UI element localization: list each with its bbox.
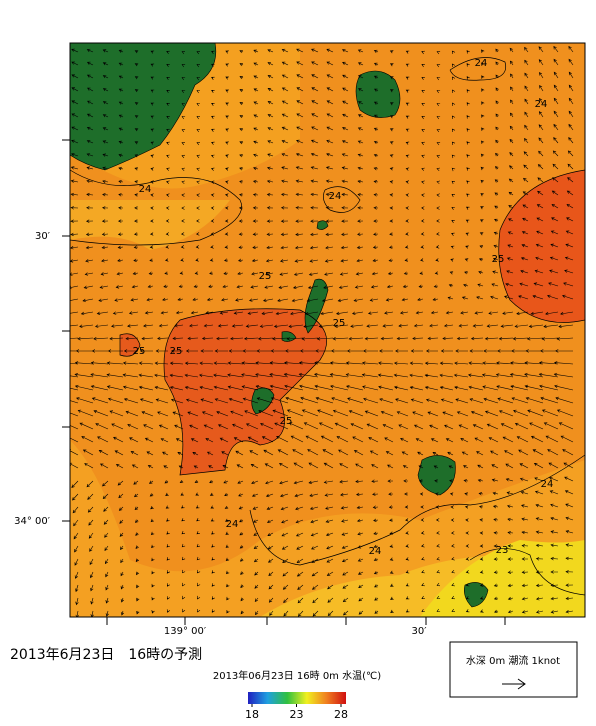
contour-line — [249, 454, 585, 566]
map — [70, 43, 585, 617]
colorbar-tick-label: 23 — [290, 708, 304, 721]
contour-line — [119, 333, 141, 357]
contours — [70, 57, 585, 596]
legend-box — [449, 641, 578, 698]
contour-label: 24 — [139, 184, 152, 195]
contour-label: 25 — [492, 254, 505, 265]
colorbar — [248, 692, 346, 704]
contour-line — [469, 548, 585, 596]
contour-label: 24 — [369, 546, 382, 557]
warm-zone — [164, 308, 327, 475]
contour-line — [70, 169, 242, 246]
colorbar-tick-label: 18 — [245, 708, 259, 721]
colorbar-label: 2013年06月23日 16時 0m 水温(℃) — [213, 669, 381, 682]
legend-arrow — [502, 678, 526, 690]
contour-label: 24 — [475, 58, 488, 69]
lat-label: 30′ — [35, 231, 51, 242]
contour-label: 24 — [329, 191, 342, 202]
contour-labels: 24 24 24 24 25 25 25 25 25 25 24 24 24 23 — [133, 58, 554, 557]
current-arrows — [70, 46, 574, 617]
lon-label: 139° 00′ — [164, 626, 207, 637]
cool-zone — [70, 200, 230, 250]
island — [304, 278, 329, 334]
island — [281, 331, 297, 342]
contour-label: 24 — [541, 479, 554, 490]
title: 2013年6月23日 16時の予測 — [10, 647, 202, 663]
cool-zone — [420, 540, 585, 617]
contour-label: 25 — [259, 271, 272, 282]
lat-label: 34° 00′ — [14, 516, 51, 527]
warm-zone — [498, 170, 585, 323]
contour-label: 24 — [226, 519, 239, 530]
lon-label: 30′ — [412, 626, 428, 637]
colorbar-ticks: 18 23 28 — [245, 704, 348, 721]
contour-label: 25 — [170, 346, 183, 357]
island — [316, 220, 329, 230]
contour-line — [323, 186, 361, 213]
contour-label: 25 — [280, 416, 293, 427]
contour-line — [498, 169, 585, 323]
contour-label: 25 — [333, 318, 346, 329]
legend-label: 水深 0m 潮流 1knot — [466, 654, 560, 667]
contour-label: 24 — [535, 99, 548, 110]
island — [355, 70, 401, 118]
map-frame — [69, 42, 586, 618]
contour-line — [163, 308, 328, 476]
contour-label: 23 — [496, 545, 509, 556]
contour-line — [449, 57, 507, 81]
island — [464, 582, 489, 608]
island — [417, 455, 456, 496]
contour-label: 25 — [133, 346, 146, 357]
colorbar-tick-label: 28 — [334, 708, 348, 721]
axis-ticks — [62, 139, 506, 625]
island — [70, 43, 217, 171]
